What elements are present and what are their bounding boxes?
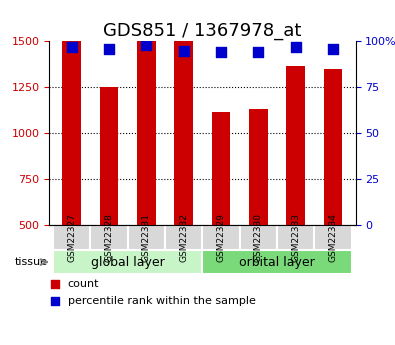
Text: GSM22333: GSM22333 xyxy=(291,213,300,262)
FancyBboxPatch shape xyxy=(90,225,128,250)
Text: orbital layer: orbital layer xyxy=(239,256,315,269)
Point xyxy=(143,42,150,48)
Bar xyxy=(249,109,268,225)
Point xyxy=(69,44,75,50)
Text: GSM22332: GSM22332 xyxy=(179,213,188,262)
FancyBboxPatch shape xyxy=(128,225,165,250)
Bar xyxy=(175,40,193,225)
FancyBboxPatch shape xyxy=(240,225,277,250)
Text: GSM22334: GSM22334 xyxy=(329,213,338,262)
FancyBboxPatch shape xyxy=(53,250,203,274)
FancyBboxPatch shape xyxy=(53,225,90,250)
FancyBboxPatch shape xyxy=(277,225,314,250)
Point xyxy=(181,48,187,53)
FancyBboxPatch shape xyxy=(165,225,203,250)
Bar xyxy=(324,69,342,225)
Text: count: count xyxy=(68,279,99,289)
Point xyxy=(255,80,261,86)
Point xyxy=(106,46,112,51)
Text: GSM22328: GSM22328 xyxy=(105,213,114,262)
Text: GSM22331: GSM22331 xyxy=(142,213,151,262)
Bar xyxy=(212,112,230,225)
Text: percentile rank within the sample: percentile rank within the sample xyxy=(68,296,256,306)
Bar xyxy=(286,66,305,225)
Text: GSM22329: GSM22329 xyxy=(216,213,226,262)
FancyBboxPatch shape xyxy=(314,225,352,250)
Bar xyxy=(100,87,118,225)
Point xyxy=(330,46,336,51)
Text: tissue: tissue xyxy=(15,257,47,267)
Point xyxy=(255,50,261,55)
Point xyxy=(293,44,299,50)
Text: GSM22330: GSM22330 xyxy=(254,213,263,262)
FancyBboxPatch shape xyxy=(203,250,352,274)
Bar xyxy=(62,32,81,225)
Text: GSM22327: GSM22327 xyxy=(67,213,76,262)
Point xyxy=(218,50,224,55)
FancyBboxPatch shape xyxy=(203,225,240,250)
Bar xyxy=(137,0,156,225)
Title: GDS851 / 1367978_at: GDS851 / 1367978_at xyxy=(103,22,302,40)
Point xyxy=(255,228,261,234)
Text: global layer: global layer xyxy=(91,256,165,269)
